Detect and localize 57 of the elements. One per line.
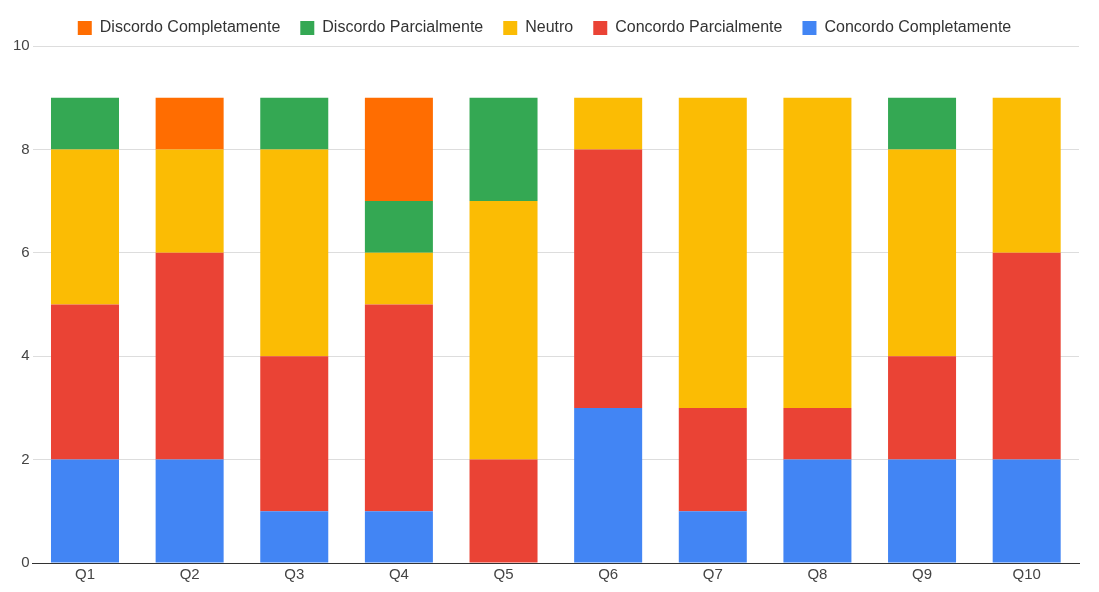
x-tick-label: Q4 — [388, 565, 409, 583]
bar — [364, 304, 433, 512]
bar — [992, 459, 1061, 563]
y-tick-label: 4 — [21, 346, 30, 364]
bar — [51, 459, 120, 563]
bar — [364, 252, 433, 305]
bar — [678, 407, 747, 512]
bar — [469, 97, 538, 202]
x-tick-label: Q10 — [1012, 565, 1041, 583]
legend-label: Discordo Parcialmente — [322, 18, 484, 36]
bar — [574, 149, 643, 408]
x-tick-label: Q7 — [702, 565, 723, 583]
y-tick-label: 8 — [21, 139, 30, 157]
bar — [783, 97, 852, 408]
bar — [364, 511, 433, 563]
bar — [260, 97, 329, 150]
legend-label: Discordo Completamente — [99, 18, 281, 36]
bar — [155, 252, 224, 460]
bar — [155, 459, 224, 563]
y-tick-label: 0 — [21, 553, 30, 571]
bar — [51, 97, 120, 150]
bar — [678, 97, 747, 408]
bar — [469, 459, 538, 563]
bar — [574, 407, 643, 563]
x-tick-label: Q3 — [284, 565, 305, 583]
bar — [888, 149, 957, 357]
x-tick-label: Q8 — [807, 565, 828, 583]
x-tick-label: Q1 — [74, 565, 96, 583]
bar — [51, 304, 120, 460]
bar — [155, 97, 224, 150]
bar — [51, 149, 120, 305]
x-tick-label: Q9 — [912, 565, 933, 583]
y-tick-label: 10 — [13, 36, 30, 54]
x-tick-label: Q6 — [598, 565, 619, 583]
bar — [888, 459, 957, 563]
bar — [469, 201, 538, 460]
bar — [783, 459, 852, 563]
y-tick-label: 6 — [21, 242, 30, 260]
bar — [260, 356, 329, 512]
legend-label: Concordo Completamente — [824, 18, 1012, 36]
x-tick-label: Q5 — [493, 565, 514, 583]
bar — [260, 149, 329, 357]
bar — [678, 511, 747, 563]
legend-label: Concordo Parcialmente — [615, 18, 783, 36]
y-tick-label: 2 — [21, 449, 30, 467]
bar — [992, 97, 1061, 253]
bar — [888, 356, 957, 460]
bar — [364, 201, 433, 253]
bar — [155, 149, 224, 253]
legend-label: Neutro — [525, 18, 574, 36]
bar — [574, 97, 643, 150]
x-tick-label: Q2 — [179, 565, 200, 583]
bar — [364, 97, 433, 202]
bar — [783, 407, 852, 460]
bar — [888, 97, 957, 150]
bar — [260, 511, 329, 563]
bar — [992, 252, 1061, 460]
